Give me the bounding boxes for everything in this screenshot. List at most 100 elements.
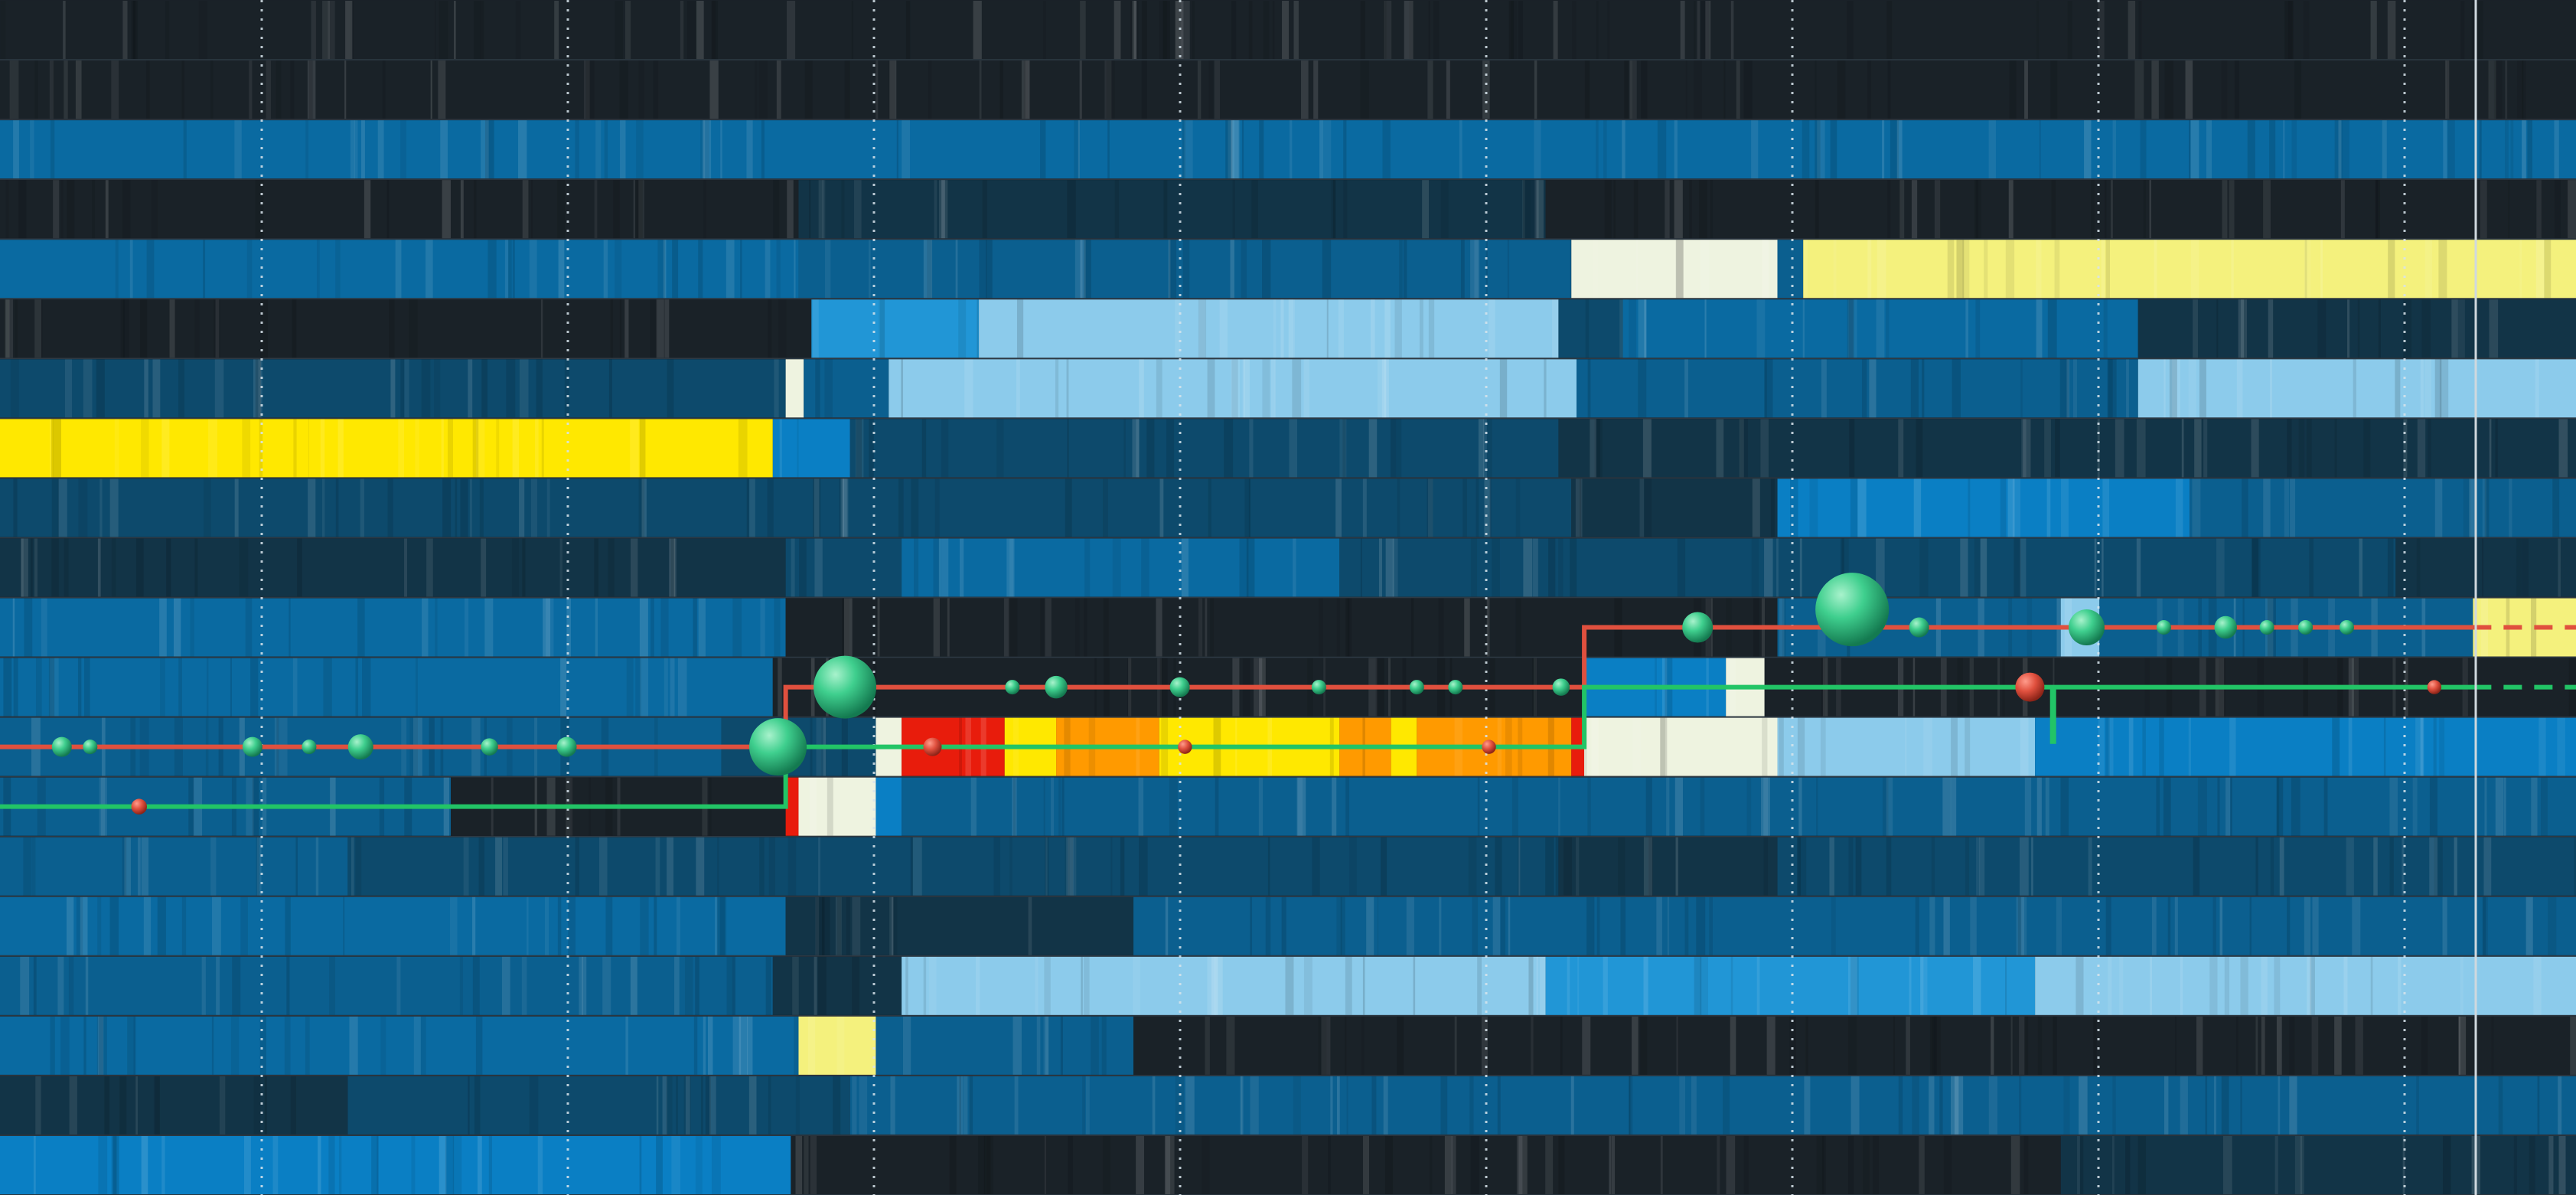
alert-6[interactable] xyxy=(2427,680,2442,694)
track-17-texture xyxy=(396,956,401,1015)
track-6-segment-6 xyxy=(2137,299,2576,358)
track-9-texture xyxy=(2290,478,2296,537)
track-2-texture xyxy=(999,60,1003,119)
node-24[interactable] xyxy=(2298,620,2314,635)
node-10[interactable] xyxy=(1005,680,1020,695)
track-11-texture xyxy=(543,598,551,657)
track-18-texture xyxy=(1043,1016,1049,1075)
node-5[interactable] xyxy=(347,734,373,760)
track-10-texture xyxy=(941,538,949,597)
track-17-segment-2 xyxy=(772,956,902,1015)
track-8-texture xyxy=(855,419,864,478)
track-6-texture xyxy=(41,299,43,358)
track-6-texture xyxy=(1488,299,1495,358)
track-17-texture xyxy=(472,956,480,1015)
alert-1[interactable] xyxy=(131,798,148,815)
track-20-texture xyxy=(1068,1135,1074,1194)
node-1[interactable] xyxy=(51,736,72,757)
node-16[interactable] xyxy=(1552,678,1570,696)
track-5-texture xyxy=(1507,240,1510,299)
node-14[interactable] xyxy=(1409,680,1424,695)
track-15-texture xyxy=(2279,837,2284,896)
node-11[interactable] xyxy=(1045,675,1068,699)
track-6-texture xyxy=(2240,299,2248,358)
track-2-texture xyxy=(2447,60,2449,119)
node-20[interactable] xyxy=(2068,609,2105,646)
track-10-texture xyxy=(799,538,807,597)
track-19-texture xyxy=(768,1076,771,1135)
track-17-texture xyxy=(2209,956,2218,1015)
node-8[interactable] xyxy=(749,718,807,776)
alert-4[interactable] xyxy=(1482,740,1496,754)
node-6[interactable] xyxy=(481,738,498,756)
track-8-texture xyxy=(797,419,799,478)
track-8-texture xyxy=(512,419,520,478)
track-6-texture xyxy=(1552,299,1560,358)
track-8-texture xyxy=(415,419,419,478)
track-7-texture xyxy=(536,359,543,418)
track-20-texture xyxy=(1919,1135,1925,1194)
track-4-texture xyxy=(2110,180,2113,239)
track-13-texture xyxy=(1591,717,1599,776)
track-14-texture xyxy=(1297,777,1303,836)
track-15-texture xyxy=(2270,837,2274,896)
node-19[interactable] xyxy=(1909,617,1929,638)
track-19-texture xyxy=(2019,1076,2022,1135)
track-17-texture xyxy=(2224,956,2230,1015)
track-7-segment-2 xyxy=(785,359,804,418)
track-1-texture xyxy=(1175,1,1182,60)
node-3[interactable] xyxy=(242,736,262,757)
track-1-texture xyxy=(1130,1,1139,60)
alert-3[interactable] xyxy=(1178,740,1192,754)
track-8-texture xyxy=(2489,419,2492,478)
track-1-texture xyxy=(515,1,521,60)
track-16-texture xyxy=(2442,896,2447,955)
track-11-texture xyxy=(760,598,765,657)
track-17-texture xyxy=(85,956,89,1015)
node-13[interactable] xyxy=(1311,680,1326,695)
track-16-texture xyxy=(2525,896,2533,955)
track-8-texture xyxy=(2023,419,2031,478)
node-9[interactable] xyxy=(814,655,877,719)
track-17-texture xyxy=(792,956,799,1015)
track-15-texture xyxy=(1979,837,1985,896)
track-19-texture xyxy=(833,1076,841,1135)
node-12[interactable] xyxy=(1169,677,1190,697)
event-nodes[interactable] xyxy=(51,573,2442,815)
track-4-texture xyxy=(1440,180,1449,239)
node-15[interactable] xyxy=(1448,680,1463,695)
track-5-segment-1 xyxy=(0,240,799,299)
track-16-texture xyxy=(2105,896,2111,955)
node-17[interactable] xyxy=(1682,612,1714,643)
node-4[interactable] xyxy=(302,740,317,755)
track-7-texture xyxy=(519,359,529,418)
track-10-texture xyxy=(2309,538,2314,597)
track-8-texture xyxy=(1289,419,1298,478)
alert-2[interactable] xyxy=(923,737,942,756)
track-14-texture xyxy=(2541,777,2548,836)
node-22[interactable] xyxy=(2214,615,2237,639)
alert-5[interactable] xyxy=(2015,672,2045,702)
track-19-texture xyxy=(709,1076,716,1135)
track-3-texture xyxy=(636,120,644,179)
track-12-texture xyxy=(206,658,209,717)
node-18[interactable] xyxy=(1815,573,1890,647)
node-23[interactable] xyxy=(2259,620,2274,635)
track-17-texture xyxy=(1694,956,1702,1015)
track-6-texture xyxy=(2036,299,2043,358)
track-19-texture xyxy=(2164,1076,2169,1135)
track-8-texture xyxy=(2021,419,2027,478)
node-25[interactable] xyxy=(2339,620,2354,635)
node-2[interactable] xyxy=(83,740,98,755)
track-3-texture xyxy=(1674,120,1678,179)
track-18-texture xyxy=(703,1016,706,1075)
track-15-texture xyxy=(2389,837,2394,896)
node-21[interactable] xyxy=(2156,620,2171,635)
track-14-texture xyxy=(2495,777,2504,836)
track-11-texture xyxy=(41,598,47,657)
track-3-texture xyxy=(2084,120,2092,179)
track-8-texture xyxy=(996,419,1004,478)
node-7[interactable] xyxy=(556,736,577,757)
track-9-texture xyxy=(1790,478,1798,537)
